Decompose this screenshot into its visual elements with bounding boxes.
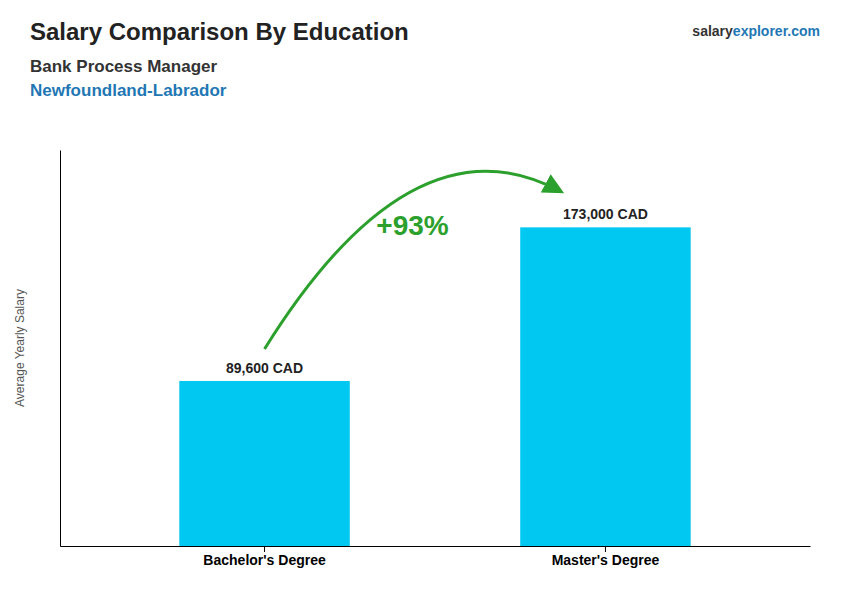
x-tick: Bachelor's Degree [203, 546, 326, 568]
change-arrow [265, 171, 561, 349]
subtitle: Newfoundland-Labrador [30, 81, 227, 100]
source-credit-part: explorer.com [733, 23, 820, 39]
x-tick: Master's Degree [552, 546, 660, 568]
source-credit-part: salary [692, 23, 733, 39]
data-labels: 89,600 CAD 173,000 CAD [226, 206, 648, 376]
source-credit: salaryexplorer.com [692, 23, 820, 39]
chart: Salary Comparison By Education Bank Proce… [0, 0, 850, 606]
bar [179, 381, 349, 546]
bars [179, 227, 690, 546]
x-axis-line [61, 546, 811, 547]
y-axis [60, 151, 61, 547]
y-axis-line [60, 151, 61, 547]
change-label: +93% [376, 210, 448, 241]
data-label: 173,000 CAD [563, 206, 648, 222]
title: Salary Comparison By Education [30, 18, 409, 45]
y-axis-title: Average Yearly Salary [13, 289, 27, 407]
subtitle: Bank Process Manager [30, 57, 217, 76]
x-tick-label: Master's Degree [552, 552, 660, 568]
data-label: 89,600 CAD [226, 360, 303, 376]
plot: Bachelor's Degree Master's Degree 89,600 C… [61, 151, 811, 568]
x-axis: Bachelor's Degree Master's Degree [61, 546, 811, 568]
x-tick-label: Bachelor's Degree [203, 552, 326, 568]
bar [520, 227, 690, 546]
